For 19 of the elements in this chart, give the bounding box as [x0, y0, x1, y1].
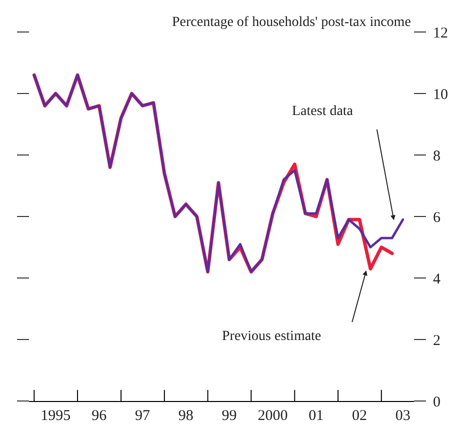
x-tick-label: 02: [352, 408, 368, 424]
x-tick-label: 96: [92, 408, 108, 424]
y-tick-label: 2: [433, 332, 440, 349]
x-tick-label: 98: [178, 408, 194, 424]
x-tick-label: 99: [222, 408, 237, 424]
x-tick-label: 97: [135, 408, 151, 424]
x-tick-label: 01: [308, 408, 324, 424]
annotation: Latest data: [292, 104, 354, 119]
annotation: Previous estimate: [222, 329, 322, 344]
y-tick-label: 0: [433, 394, 440, 410]
y-tick-label: 12: [433, 25, 448, 42]
x-tick-label: 03: [395, 408, 410, 424]
x-tick-label: 2000: [258, 408, 288, 424]
y-tick-label: 8: [433, 148, 440, 164]
y-tick-label: 10: [433, 86, 448, 103]
y-tick-label: 4: [433, 271, 441, 288]
y-axis-title: Percentage of households' post-tax income: [172, 15, 411, 30]
x-tick-label: 1995: [40, 408, 71, 424]
y-tick-label: 6: [433, 210, 441, 226]
